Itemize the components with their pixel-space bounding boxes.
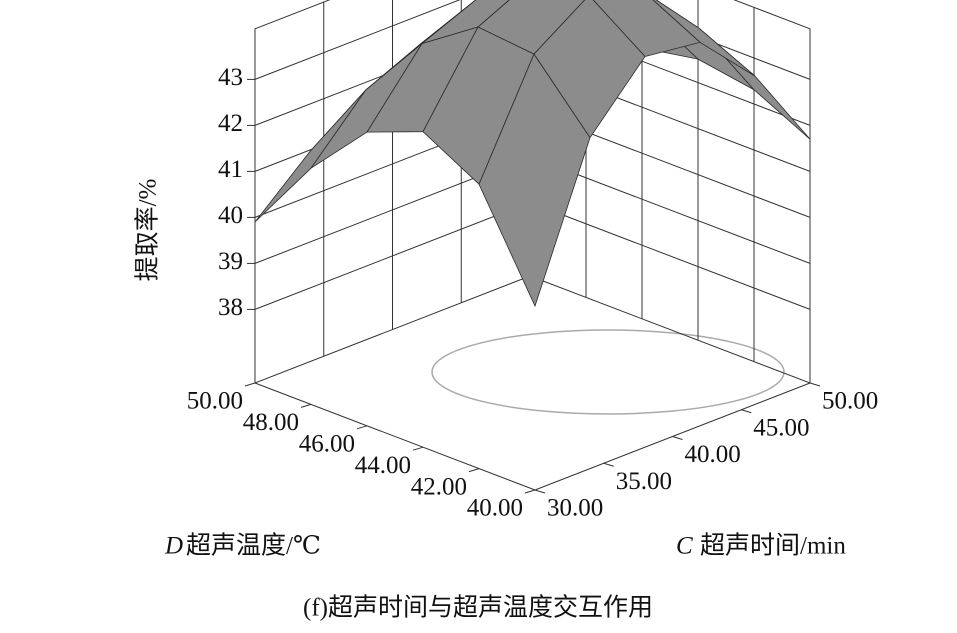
y-tick-label: 44.00 [355,452,411,479]
x-tick [603,462,614,467]
z-tick-label: 41 [218,156,243,183]
wall-edge [254,0,331,30]
z-axis-label: 提取率/% [134,179,162,282]
x-tick-label: 30.00 [547,495,603,522]
x-tick-label: 50.00 [822,388,878,415]
axes: 40.0042.0044.0046.0048.0050.0030.0035.00… [187,28,878,522]
grid-line [529,201,811,310]
x-tick-label: 40.00 [685,441,741,468]
x-tick [741,409,752,414]
y-axis-label: 超声温度/℃ [186,532,321,560]
x-tick [672,436,683,440]
z-tick-label: 39 [218,248,243,275]
z-tick-label: 42 [218,110,243,137]
x-tick [534,489,546,494]
y-tick-label: 48.00 [243,409,299,436]
x-tick-label: 45.00 [753,414,809,441]
x-axis-label: 超声时间/min [700,532,846,560]
z-tick-label: 38 [218,294,243,321]
y-tick [468,468,480,473]
floor-contour [431,329,785,415]
y-tick [524,489,536,494]
y-tick [244,382,256,387]
y-axis-variable: D [164,533,183,560]
y-tick [412,446,424,451]
y-tick-label: 42.00 [411,473,467,500]
surface [254,0,811,308]
surface-patch [254,89,367,223]
wall-edge [529,275,811,384]
y-axis-line [254,382,536,491]
y-tick [356,425,368,430]
x-tick-label: 35.00 [616,468,672,495]
z-tick-label: 40 [218,202,243,229]
y-tick-label: 50.00 [187,388,243,415]
z-tick-label: 43 [218,64,243,91]
x-axis-variable: C [676,533,693,560]
y-tick-label: 46.00 [299,431,355,458]
y-tick [300,403,312,408]
grid-line [254,0,461,80]
surface-patch [478,53,591,308]
grid-line [254,201,531,310]
caption: (f)超声时间与超声温度交互作用 [303,594,653,622]
wall-edge [733,0,811,30]
y-tick-label: 40.00 [467,495,523,522]
x-tick [809,382,821,387]
